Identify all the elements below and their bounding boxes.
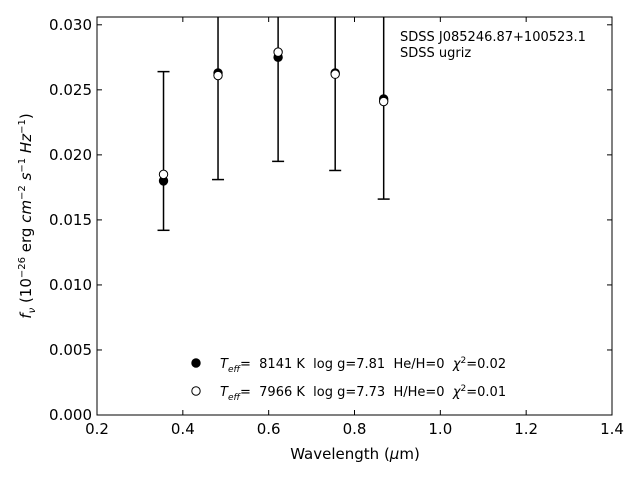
legend-entry-2-params: = 7966 K log g=7.73 H/He=0 bbox=[240, 385, 445, 400]
x-tick-label: 0.8 bbox=[343, 420, 367, 438]
legend-marker-filled bbox=[191, 358, 201, 368]
annotation-photometry-system: SDSS ugriz bbox=[400, 46, 471, 61]
x-tick-label: 1.4 bbox=[600, 420, 624, 438]
legend: Teff= 8141 K log g=7.81 He/H=0 χ2=0.02 T… bbox=[191, 356, 506, 403]
legend-entry-1-params: = 8141 K log g=7.81 He/H=0 bbox=[240, 357, 445, 372]
legend-entry-1-chi: =0.02 bbox=[466, 357, 506, 372]
x-tick-label: 0.4 bbox=[171, 420, 195, 438]
y-tick-label: 0.000 bbox=[49, 406, 92, 424]
axis-ticks: 0.2 0.4 0.6 0.8 1.0 1.2 1.4 0.000 0.005 0.010 0.01… bbox=[49, 16, 624, 438]
x-tick-label: 1.0 bbox=[428, 420, 452, 438]
open-circle-point bbox=[158, 169, 169, 180]
x-tick-label: 0.2 bbox=[85, 420, 109, 438]
y-tick-label: 0.025 bbox=[49, 81, 92, 99]
data-points bbox=[158, 47, 389, 186]
plot-frame bbox=[96, 16, 613, 416]
y-tick-label: 0.005 bbox=[49, 341, 92, 359]
y-tick-label: 0.030 bbox=[49, 16, 92, 34]
y-tick-label: 0.015 bbox=[49, 211, 92, 229]
x-axis-label: Wavelength (μm) bbox=[290, 445, 420, 463]
x-tick-label: 0.6 bbox=[257, 420, 281, 438]
y-tick-label: 0.010 bbox=[49, 276, 92, 294]
annotation-object-name: SDSS J085246.87+100523.1 bbox=[400, 30, 586, 45]
y-axis-label: fν (10−26 erg cm−2 s−1 Hz−1) bbox=[17, 113, 38, 318]
legend-entry-1: Teff= 8141 K log g=7.81 He/H=0 χ2=0.02 bbox=[220, 356, 506, 375]
y-tick-label: 0.020 bbox=[49, 146, 92, 164]
legend-entry-2: Teff= 7966 K log g=7.73 H/He=0 χ2=0.01 bbox=[220, 384, 506, 403]
legend-marker-open bbox=[191, 386, 201, 396]
legend-entry-2-chi: =0.01 bbox=[466, 385, 506, 400]
x-tick-label: 1.2 bbox=[514, 420, 538, 438]
open-circle-point bbox=[213, 70, 223, 81]
open-circle-point bbox=[273, 47, 283, 57]
open-circle-point bbox=[378, 96, 389, 107]
open-circle-point bbox=[330, 69, 340, 79]
error-bars bbox=[157, 17, 390, 232]
